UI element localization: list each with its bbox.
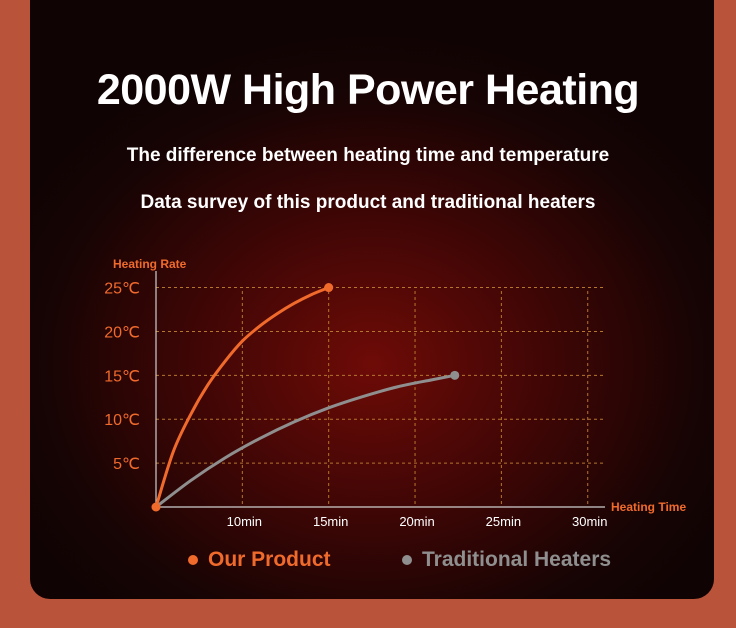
y-tick-label: 20℃ [104, 324, 140, 341]
subtitle-heating-time: The difference between heating time and … [126, 145, 610, 166]
y-tick-label: 15℃ [104, 368, 140, 385]
x-tick-label: 15min [313, 514, 348, 529]
series-line-our-product [154, 286, 331, 509]
legend-traditional-heaters: Traditional Heaters [402, 548, 611, 572]
y-tick-label: 10℃ [104, 412, 140, 429]
subtitle-data-survey: Data survey of this product and traditio… [140, 192, 596, 213]
y-tick-label: 5℃ [113, 456, 140, 473]
page-title: 2000W High Power Heating [96, 66, 640, 114]
y-axis-title: Heating Rate [113, 257, 187, 271]
end-point-traditional-heaters [450, 370, 460, 380]
x-tick-label: 20min [399, 514, 434, 529]
end-point-our-product [324, 283, 334, 293]
x-tick-label: 25min [486, 514, 521, 529]
x-tick-label: 10min [227, 514, 262, 529]
legend-label-traditional-heaters: Traditional Heaters [422, 548, 612, 571]
x-axis-title: Heating Time [611, 500, 686, 514]
series-line-traditional-heaters [154, 373, 457, 509]
legend-dot-traditional-heaters [402, 555, 412, 565]
legend-label-our-product: Our Product [208, 548, 331, 571]
legend-our-product: Our Product [188, 548, 331, 572]
legend-dot-our-product [188, 555, 198, 565]
origin-point [151, 502, 161, 512]
chart-panel [30, 0, 714, 599]
y-tick-label: 25℃ [104, 281, 140, 298]
x-tick-label: 30min [572, 514, 607, 529]
